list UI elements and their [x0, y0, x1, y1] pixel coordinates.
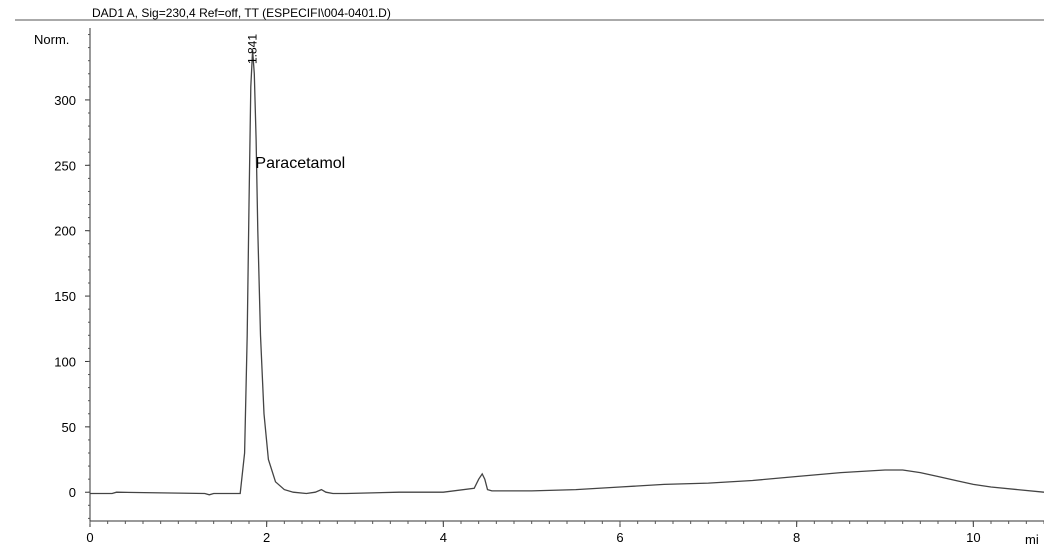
- chromatogram-trace: [90, 50, 1044, 496]
- x-tick-label: 0: [86, 530, 93, 545]
- y-tick-label: 50: [62, 420, 76, 435]
- retention-time-label: 1.841: [246, 34, 260, 64]
- y-tick-label: 100: [54, 354, 76, 369]
- x-tick-label: 10: [966, 530, 980, 545]
- x-axis-label: mi: [1025, 532, 1039, 547]
- x-tick-label: 4: [440, 530, 447, 545]
- axes: [15, 19, 1044, 522]
- annotations: Paracetamol 1.841: [246, 34, 346, 172]
- y-tick-label: 150: [54, 289, 76, 304]
- ticks: 0 50 100 150 200 250 300 0 2 4 6 8 10: [54, 34, 1044, 545]
- x-tick-label: 2: [263, 530, 270, 545]
- x-tick-label: 8: [793, 530, 800, 545]
- y-tick-label: 250: [54, 158, 76, 173]
- x-tick-label: 6: [616, 530, 623, 545]
- y-tick-label: 300: [54, 93, 76, 108]
- peak-annotation: Paracetamol: [255, 155, 345, 172]
- y-tick-label: 200: [54, 224, 76, 239]
- y-tick-label: 0: [69, 485, 76, 500]
- y-axis-label: Norm.: [34, 32, 69, 47]
- chart-title: DAD1 A, Sig=230,4 Ref=off, TT (ESPECIFI\…: [92, 6, 391, 20]
